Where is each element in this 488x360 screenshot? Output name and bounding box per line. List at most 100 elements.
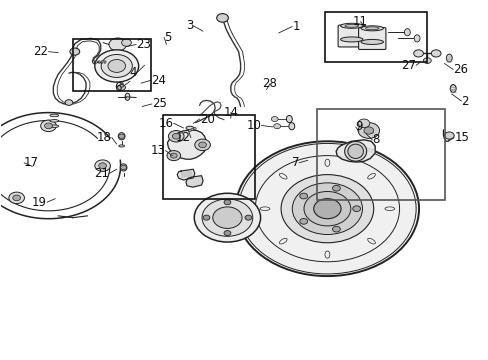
Circle shape bbox=[273, 124, 280, 129]
Circle shape bbox=[413, 50, 423, 57]
Circle shape bbox=[430, 50, 440, 57]
Ellipse shape bbox=[344, 24, 358, 27]
Circle shape bbox=[281, 175, 373, 243]
Circle shape bbox=[44, 123, 52, 129]
Bar bbox=[316, 109, 445, 200]
Text: 18: 18 bbox=[97, 131, 112, 144]
Text: 20: 20 bbox=[199, 113, 214, 126]
Circle shape bbox=[216, 14, 228, 22]
Circle shape bbox=[444, 132, 453, 139]
Text: 23: 23 bbox=[136, 38, 151, 51]
Circle shape bbox=[271, 117, 278, 122]
Circle shape bbox=[194, 193, 260, 242]
Ellipse shape bbox=[120, 164, 127, 171]
Circle shape bbox=[212, 207, 242, 228]
Circle shape bbox=[41, 120, 56, 132]
Bar bbox=[73, 40, 151, 91]
Circle shape bbox=[118, 85, 125, 90]
Circle shape bbox=[109, 38, 126, 51]
Text: 9: 9 bbox=[355, 121, 363, 134]
Circle shape bbox=[332, 226, 340, 232]
Text: 1: 1 bbox=[292, 20, 299, 33]
Ellipse shape bbox=[50, 125, 59, 127]
Circle shape bbox=[203, 215, 209, 220]
Circle shape bbox=[198, 142, 206, 148]
Text: 21: 21 bbox=[94, 167, 109, 180]
Circle shape bbox=[202, 199, 252, 236]
Circle shape bbox=[168, 131, 183, 142]
Text: 7: 7 bbox=[291, 156, 299, 169]
Text: 16: 16 bbox=[159, 117, 173, 130]
Ellipse shape bbox=[404, 29, 409, 36]
Circle shape bbox=[13, 195, 20, 201]
Circle shape bbox=[172, 134, 180, 139]
Ellipse shape bbox=[120, 83, 123, 84]
Circle shape bbox=[121, 165, 126, 170]
Circle shape bbox=[299, 193, 307, 199]
Circle shape bbox=[188, 130, 191, 132]
Ellipse shape bbox=[120, 87, 123, 88]
Text: 26: 26 bbox=[452, 63, 467, 76]
Text: 15: 15 bbox=[453, 131, 468, 144]
Circle shape bbox=[352, 206, 360, 212]
Ellipse shape bbox=[119, 145, 124, 147]
Polygon shape bbox=[335, 140, 374, 162]
Ellipse shape bbox=[360, 40, 383, 44]
Circle shape bbox=[423, 58, 430, 63]
Text: 2: 2 bbox=[461, 95, 468, 108]
Circle shape bbox=[304, 192, 350, 226]
Text: 24: 24 bbox=[151, 74, 165, 87]
Text: 14: 14 bbox=[223, 106, 238, 119]
Text: 11: 11 bbox=[352, 15, 367, 28]
Circle shape bbox=[235, 141, 418, 276]
Ellipse shape bbox=[344, 141, 366, 161]
Circle shape bbox=[122, 39, 131, 46]
Ellipse shape bbox=[104, 61, 106, 63]
Polygon shape bbox=[167, 130, 206, 159]
Ellipse shape bbox=[340, 23, 362, 28]
Circle shape bbox=[194, 139, 210, 150]
Ellipse shape bbox=[120, 86, 123, 87]
Ellipse shape bbox=[413, 35, 419, 42]
Ellipse shape bbox=[340, 37, 362, 42]
Text: 27: 27 bbox=[400, 59, 415, 72]
Circle shape bbox=[99, 163, 106, 168]
Text: 3: 3 bbox=[185, 19, 193, 32]
Bar bbox=[162, 116, 255, 199]
Ellipse shape bbox=[125, 93, 130, 100]
Circle shape bbox=[95, 160, 110, 171]
Circle shape bbox=[224, 230, 230, 235]
Polygon shape bbox=[185, 176, 203, 187]
Bar bbox=[325, 12, 427, 62]
Text: 4: 4 bbox=[129, 66, 137, 79]
Circle shape bbox=[357, 123, 379, 138]
Ellipse shape bbox=[446, 54, 451, 62]
Circle shape bbox=[70, 48, 80, 55]
Ellipse shape bbox=[347, 144, 363, 158]
Circle shape bbox=[108, 59, 125, 72]
Ellipse shape bbox=[288, 123, 294, 130]
Circle shape bbox=[116, 69, 124, 75]
Polygon shape bbox=[177, 169, 194, 180]
Ellipse shape bbox=[92, 61, 94, 63]
Polygon shape bbox=[181, 171, 191, 177]
Text: 28: 28 bbox=[262, 77, 277, 90]
Text: 12: 12 bbox=[176, 131, 190, 144]
Circle shape bbox=[9, 192, 24, 204]
Circle shape bbox=[101, 54, 132, 77]
Ellipse shape bbox=[101, 61, 103, 63]
Ellipse shape bbox=[120, 84, 123, 85]
Ellipse shape bbox=[50, 120, 59, 122]
Circle shape bbox=[119, 134, 124, 138]
Circle shape bbox=[299, 219, 307, 224]
Circle shape bbox=[224, 200, 230, 205]
Ellipse shape bbox=[365, 27, 378, 30]
Circle shape bbox=[95, 50, 139, 82]
Ellipse shape bbox=[95, 61, 97, 63]
Text: 25: 25 bbox=[152, 98, 166, 111]
Text: 22: 22 bbox=[33, 45, 48, 58]
Ellipse shape bbox=[185, 126, 193, 130]
Ellipse shape bbox=[449, 85, 455, 93]
Circle shape bbox=[166, 150, 180, 161]
Circle shape bbox=[292, 183, 362, 234]
